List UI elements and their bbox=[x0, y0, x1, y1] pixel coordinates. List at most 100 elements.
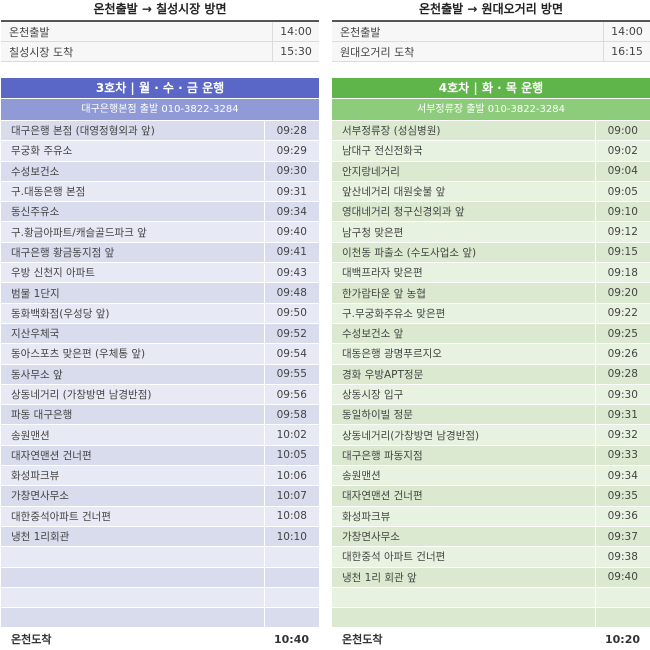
table-row: 대백프라자 맞은편 09:18 bbox=[332, 262, 650, 284]
stop-name: 구.대동은행 본점 bbox=[1, 181, 264, 203]
table-row: 무궁화 주유소 09:29 bbox=[1, 140, 319, 162]
bus3-header: 3호차 | 월 · 수 · 금 운행 bbox=[1, 78, 319, 98]
stop-name: 송원맨션 bbox=[1, 424, 264, 446]
bus4-column: 온천출발 → 원대오거리 방면 온천출발 14:00 원대오거리 도착 16:1… bbox=[332, 0, 650, 646]
table-row bbox=[1, 546, 319, 568]
final-time: 10:20 bbox=[604, 632, 640, 646]
table-row: 동신주유소 09:34 bbox=[1, 201, 319, 223]
stop-time: 09:35 bbox=[594, 485, 650, 507]
table-row: 대자연맨션 건너편 09:35 bbox=[332, 485, 650, 507]
stop-time: 09:31 bbox=[263, 181, 319, 203]
stop-time: 09:34 bbox=[263, 201, 319, 223]
stop-name: 화성파크뷰 bbox=[332, 506, 595, 527]
stop-time bbox=[263, 607, 319, 629]
stop-time: 09:33 bbox=[594, 445, 650, 467]
final-stop: 온천도착 bbox=[11, 633, 52, 646]
table-row: 동아스포츠 맞은편 (우체통 앞) 09:54 bbox=[1, 343, 319, 365]
stop-name: 동아스포츠 맞은편 (우체통 앞) bbox=[1, 343, 264, 365]
stop-time: 09:50 bbox=[263, 303, 319, 324]
stop-time: 09:15 bbox=[594, 242, 650, 264]
stop-name: 가창면사무소 bbox=[332, 526, 595, 548]
table-row bbox=[1, 607, 319, 629]
table-row: 화성파크뷰 09:36 bbox=[332, 506, 650, 527]
table-row: 화성파크뷰 10:06 bbox=[1, 465, 319, 487]
top-left-table: 온천출발 14:00 칠성시장 도착 15:30 bbox=[1, 22, 319, 62]
stop-time bbox=[263, 546, 319, 568]
top-left-title: 온천출발 → 칠성시장 방면 bbox=[1, 0, 319, 22]
stop-name: 상동네거리(가창방면 남경반점) bbox=[332, 424, 595, 446]
stop-name: 대동은행 광명푸르지오 bbox=[332, 343, 595, 365]
stop-time bbox=[594, 607, 650, 629]
stop-name: 남대구 전신전화국 bbox=[332, 140, 595, 162]
table-row bbox=[332, 607, 650, 629]
stop-name: 파동 대구은행 bbox=[1, 404, 264, 426]
stop-name: 대구은행 파동지점 bbox=[332, 445, 595, 467]
stop-time: 09:10 bbox=[594, 201, 650, 223]
stop-time: 09:55 bbox=[263, 364, 319, 385]
stop-time: 09:48 bbox=[263, 282, 319, 304]
table-row: 영대네거리 청구신경외과 앞 09:10 bbox=[332, 201, 650, 223]
stop-name: 경화 우방APT정문 bbox=[332, 364, 595, 385]
stop-name: 상동네거리 (가창방면 남경반점) bbox=[1, 384, 264, 406]
table-row: 대동은행 광명푸르지오 09:26 bbox=[332, 343, 650, 365]
table-row: 대한중석 아파트 건너편 09:38 bbox=[332, 546, 650, 568]
stop-name: 구.무궁화주유소 맞은편 bbox=[332, 303, 595, 324]
stop-name: 동신주유소 bbox=[1, 201, 264, 223]
stop-name: 냉천 1리 회관 앞 bbox=[332, 567, 595, 588]
stop-time: 09:43 bbox=[263, 262, 319, 284]
stop-time: 10:07 bbox=[263, 485, 319, 507]
table-row: 동화백화점(우성당 앞) 09:50 bbox=[1, 303, 319, 324]
stop-name: 대한중석 아파트 건너편 bbox=[332, 546, 595, 568]
stop-time: 09:30 bbox=[263, 161, 319, 182]
table-row: 대구은행 황금동지점 앞 09:41 bbox=[1, 242, 319, 264]
table-row: 파동 대구은행 09:58 bbox=[1, 404, 319, 426]
stop-time bbox=[263, 587, 319, 609]
table-row: 구.무궁화주유소 맞은편 09:22 bbox=[332, 303, 650, 324]
stop-name: 원대오거리 도착 bbox=[332, 41, 604, 62]
stop-name bbox=[1, 587, 264, 609]
stop-time: 09:52 bbox=[263, 323, 319, 345]
stop-name: 남구청 맞은편 bbox=[332, 221, 595, 243]
stop-time: 14:00 bbox=[603, 22, 650, 42]
stop-name: 동사무소 앞 bbox=[1, 364, 264, 385]
bus3-final-row: 온천도착 10:40 bbox=[1, 629, 319, 649]
stop-time: 09:26 bbox=[594, 343, 650, 365]
stop-time: 09:00 bbox=[594, 121, 650, 142]
stop-name: 냉천 1리회관 bbox=[1, 526, 264, 548]
table-row: 경화 우방APT정문 09:28 bbox=[332, 364, 650, 385]
stop-name: 수성보건소 bbox=[1, 161, 264, 182]
table-row: 가창면사무소 09:37 bbox=[332, 526, 650, 548]
stop-time: 10:02 bbox=[263, 424, 319, 446]
stop-name: 우방 신천지 아파트 bbox=[1, 262, 264, 284]
table-row bbox=[332, 587, 650, 609]
stop-name: 동화백화점(우성당 앞) bbox=[1, 303, 264, 324]
table-row: 상동네거리(가창방면 남경반점) 09:32 bbox=[332, 424, 650, 446]
bus4-stop-table: 서부정류장 (성심병원) 09:00 남대구 전신전화국 09:02 안지랑네거리 09:… bbox=[332, 121, 650, 629]
stop-time: 09:40 bbox=[263, 221, 319, 243]
bus4-header: 4호차 | 화 · 목 운행 bbox=[332, 78, 650, 98]
table-row: 상동시장 입구 09:30 bbox=[332, 384, 650, 406]
stop-time: 09:20 bbox=[594, 282, 650, 304]
stop-name: 동일하이빌 정문 bbox=[332, 404, 595, 426]
table-row: 송원맨션 10:02 bbox=[1, 424, 319, 446]
bus3-stop-table: 대구은행 본점 (대영정형외과 앞) 09:28 무궁화 주유소 09:29 수성보건소… bbox=[1, 121, 319, 629]
table-row: 칠성시장 도착 15:30 bbox=[1, 41, 319, 62]
stop-time: 09:28 bbox=[263, 121, 319, 142]
table-row: 대자연맨션 건너편 10:05 bbox=[1, 445, 319, 467]
stop-name: 앞산네거리 대원숯불 앞 bbox=[332, 181, 595, 203]
table-row: 수성보건소 09:30 bbox=[1, 161, 319, 182]
stop-name bbox=[1, 607, 264, 629]
table-row: 가창면사무소 10:07 bbox=[1, 485, 319, 507]
top-right-title: 온천출발 → 원대오거리 방면 bbox=[332, 0, 650, 22]
stop-time: 09:29 bbox=[263, 140, 319, 162]
table-row: 구.황금아파트/캐슬골드파크 앞 09:40 bbox=[1, 221, 319, 243]
stop-name: 영대네거리 청구신경외과 앞 bbox=[332, 201, 595, 223]
stop-time: 09:28 bbox=[594, 364, 650, 385]
stop-name: 구.황금아파트/캐슬골드파크 앞 bbox=[1, 221, 264, 243]
stop-time: 10:08 bbox=[263, 506, 319, 527]
bus3-column: 온천출발 → 칠성시장 방면 온천출발 14:00 칠성시장 도착 15:30 … bbox=[1, 0, 319, 646]
table-row: 지산우체국 09:52 bbox=[1, 323, 319, 345]
table-row: 온천출발 14:00 bbox=[332, 22, 650, 42]
stop-time: 09:25 bbox=[594, 323, 650, 345]
table-row: 냉천 1리회관 10:10 bbox=[1, 526, 319, 548]
